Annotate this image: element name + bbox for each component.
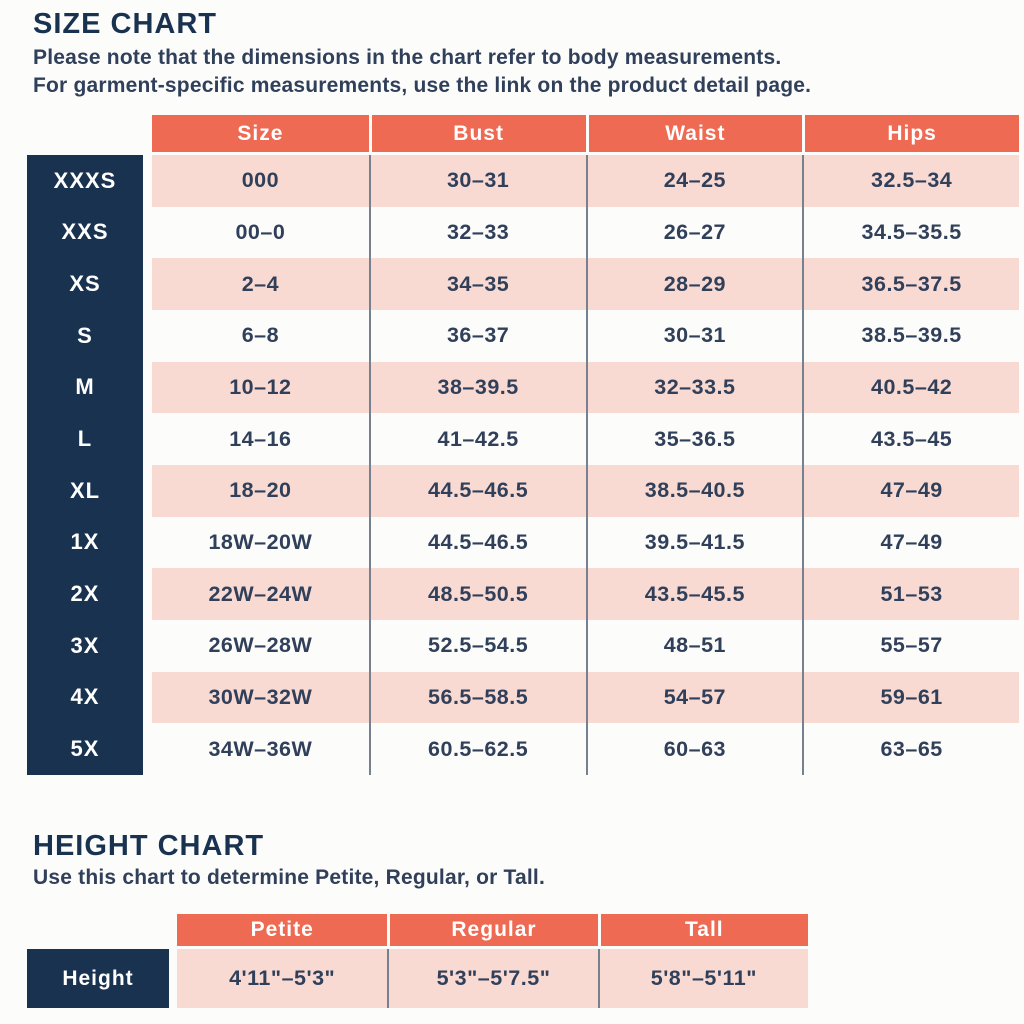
cell-hips: 55–57 (802, 620, 1019, 672)
cell-bust: 56.5–58.5 (368, 671, 586, 724)
cell-petite-height: 4'11"–5'3" (177, 949, 388, 1008)
cell-size: 2–4 (152, 258, 369, 310)
cell-bust: 32–33 (368, 206, 586, 259)
cell-hips: 51–53 (802, 568, 1019, 620)
cell-size: 00–0 (235, 219, 286, 244)
cell-waist: 39.5–41.5 (585, 516, 803, 569)
column-header-tall: Tall (597, 914, 808, 949)
column-header-waist: Waist (585, 115, 803, 155)
cell-hips: 40.5–42 (802, 361, 1019, 414)
size-row-label: 3X (27, 620, 143, 672)
cell-size: 34W–36W (208, 736, 313, 761)
size-row-label: S (27, 310, 143, 362)
cell-waist: 24–25 (585, 155, 803, 207)
size-chart-note-line-1: Please note that the dimensions in the c… (33, 46, 782, 69)
size-row-label: 2X (27, 568, 143, 620)
height-chart-title: HEIGHT CHART (33, 830, 265, 862)
column-header-size: Size (152, 115, 369, 155)
cell-bust: 44.5–46.5 (368, 516, 586, 569)
cell-regular-height: 5'3"–5'7.5" (387, 949, 598, 1008)
size-row-label: XS (27, 258, 143, 310)
cell-hips: 59–61 (802, 671, 1019, 724)
size-row-label: XXS (27, 206, 143, 259)
cell-waist: 43.5–45.5 (585, 568, 803, 620)
cell-size: 10–12 (152, 361, 369, 414)
height-chart-note: Use this chart to determine Petite, Regu… (33, 866, 546, 889)
cell-bust: 60.5–62.5 (368, 723, 586, 775)
cell-waist: 35–36.5 (585, 413, 803, 465)
cell-hips: 47–49 (802, 465, 1019, 517)
cell-waist: 60–63 (585, 723, 803, 775)
height-table: Petite Regular Tall Height 4'11"–5'3" 5'… (27, 914, 808, 1008)
cell-bust: 48.5–50.5 (368, 568, 586, 620)
column-header-petite: Petite (177, 914, 388, 949)
cell-waist: 26–27 (585, 206, 803, 259)
size-row-label: 4X (27, 671, 143, 724)
cell-hips: 36.5–37.5 (802, 258, 1019, 310)
cell-size: 6–8 (241, 323, 280, 348)
cell-bust: 38–39.5 (368, 361, 586, 414)
cell-waist: 28–29 (585, 258, 803, 310)
cell-hips: 38.5–39.5 (802, 310, 1019, 362)
cell-tall-height: 5'8"–5'11" (597, 949, 808, 1008)
size-row-label: 1X (27, 516, 143, 569)
height-table-gap-spacer (169, 914, 177, 949)
size-chart-title: SIZE CHART (33, 8, 217, 40)
column-header-hips: Hips (802, 115, 1019, 155)
cell-size: 30W–32W (152, 671, 369, 724)
cell-hips: 47–49 (802, 516, 1019, 569)
size-row-label: L (27, 413, 143, 465)
cell-hips: 63–65 (802, 723, 1019, 775)
cell-size: 18–20 (152, 465, 369, 517)
cell-bust: 30–31 (368, 155, 586, 207)
cell-hips: 32.5–34 (802, 155, 1019, 207)
cell-bust: 44.5–46.5 (368, 465, 586, 517)
cell-size: 18W–20W (208, 529, 313, 554)
column-header-regular: Regular (387, 914, 598, 949)
size-row-label: XL (27, 465, 143, 517)
cell-size: 000 (152, 155, 369, 207)
cell-bust: 41–42.5 (368, 413, 586, 465)
cell-waist: 48–51 (585, 620, 803, 672)
cell-size: 14–16 (229, 426, 292, 451)
cell-waist: 30–31 (585, 310, 803, 362)
size-row-label: XXXS (27, 155, 143, 207)
size-row-label: 5X (27, 723, 143, 775)
size-table-gap-spacer (143, 115, 152, 155)
size-row-label: M (27, 361, 143, 414)
cell-size: 26W–28W (208, 633, 313, 658)
cell-hips: 43.5–45 (802, 413, 1019, 465)
size-table-corner-spacer (27, 115, 143, 155)
size-chart-note-line-2: For garment-specific measurements, use t… (33, 74, 812, 97)
cell-bust: 36–37 (368, 310, 586, 362)
height-row-label: Height (27, 949, 169, 1008)
cell-bust: 52.5–54.5 (368, 620, 586, 672)
cell-waist: 38.5–40.5 (585, 465, 803, 517)
cell-waist: 54–57 (585, 671, 803, 724)
cell-waist: 32–33.5 (585, 361, 803, 414)
cell-size: 22W–24W (152, 568, 369, 620)
cell-hips: 34.5–35.5 (802, 206, 1019, 259)
size-table: Size Bust Waist Hips XXXS 000 30–31 24–2… (27, 115, 1019, 775)
column-header-bust: Bust (368, 115, 586, 155)
height-table-corner-spacer (27, 914, 169, 949)
cell-bust: 34–35 (368, 258, 586, 310)
